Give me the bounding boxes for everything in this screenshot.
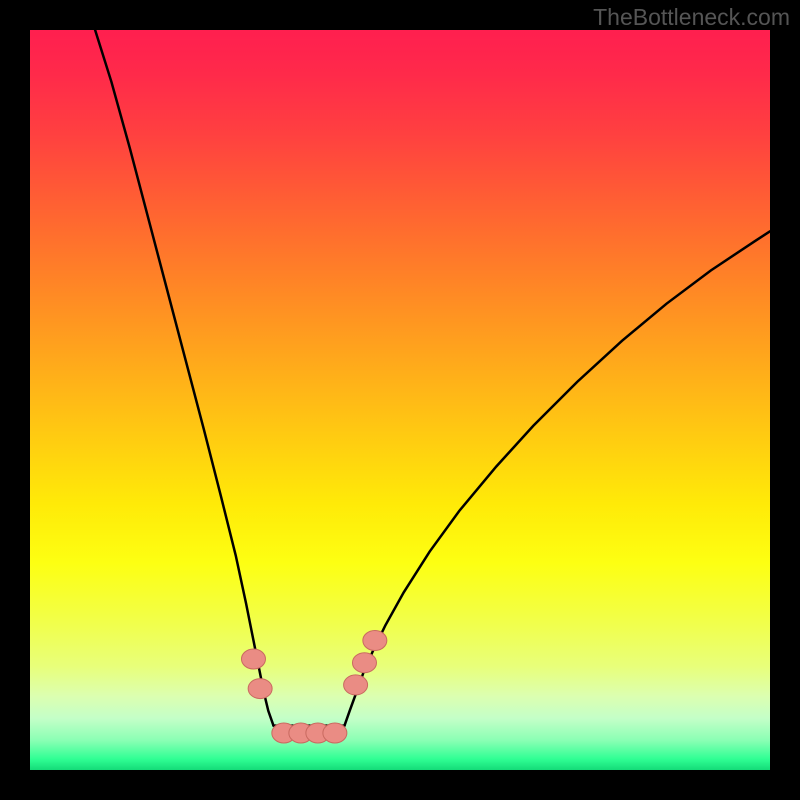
watermark-label: TheBottleneck.com bbox=[593, 4, 790, 31]
marker-right bbox=[352, 653, 376, 673]
marker-left bbox=[248, 679, 272, 699]
marker-right bbox=[363, 631, 387, 651]
marker-right bbox=[344, 675, 368, 695]
chart-container: TheBottleneck.com bbox=[0, 0, 800, 800]
chart-gradient-background bbox=[30, 30, 770, 770]
marker-floor bbox=[323, 723, 347, 743]
bottleneck-chart-svg bbox=[0, 0, 800, 800]
marker-left bbox=[241, 649, 265, 669]
